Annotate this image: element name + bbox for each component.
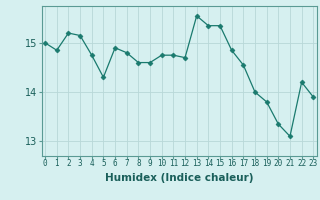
X-axis label: Humidex (Indice chaleur): Humidex (Indice chaleur) <box>105 173 253 183</box>
